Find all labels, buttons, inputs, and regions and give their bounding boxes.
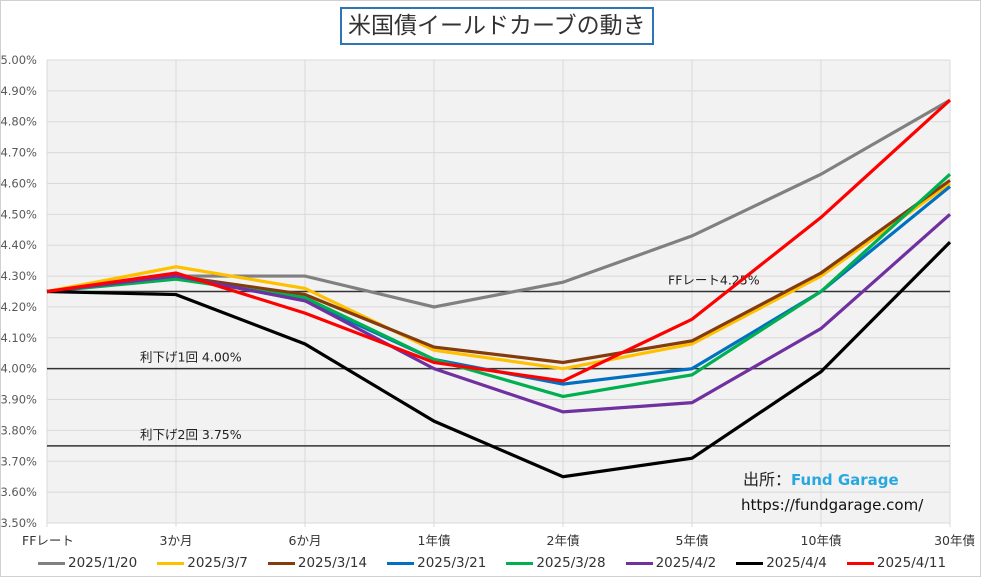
x-axis-ticks: FFレート 3か月 6か月 1年債 2年債 5年債 10年債 30年債: [22, 533, 975, 548]
legend-label: 2025/1/20: [68, 555, 138, 571]
series-lines: [46, 98, 952, 479]
source-prefix: 出所：: [743, 470, 792, 489]
x-tick-label: FFレート: [22, 533, 74, 548]
legend-label: 2025/4/2: [655, 555, 717, 571]
legend-item: 2025/3/7: [157, 555, 248, 571]
chart-legend: 2025/1/20 2025/3/7 2025/3/14 2025/3/21 2025/…: [38, 553, 966, 573]
x-tick-label: 10年債: [801, 533, 842, 548]
legend-swatch: [846, 561, 874, 565]
legend-item: 2025/3/21: [387, 555, 486, 571]
legend-item: 2025/3/28: [506, 555, 606, 571]
legend-swatch: [625, 561, 653, 565]
y-tick-label: 4.00%: [0, 362, 37, 376]
source-url: https://fundgarage.com/: [741, 496, 924, 514]
legend-item: 2025/4/2: [625, 555, 717, 571]
y-tick-label: 4.70%: [0, 146, 37, 160]
y-tick-label: 3.80%: [0, 423, 37, 437]
source-annotation: 出所：Fund Garage: [743, 466, 899, 490]
source-brand: Fund Garage: [791, 471, 899, 489]
y-tick-label: 3.70%: [0, 454, 37, 468]
legend-label: 2025/3/14: [297, 555, 368, 571]
legend-label: 2025/3/21: [417, 555, 487, 571]
legend-swatch: [736, 561, 764, 565]
legend-swatch: [267, 561, 295, 565]
x-tick-label: 1年債: [418, 533, 451, 548]
legend-label: 2025/3/28: [536, 555, 606, 571]
y-tick-label: 4.10%: [0, 331, 37, 345]
series-line-2025-3-28: [46, 173, 952, 399]
legend-swatch: [506, 561, 534, 565]
series-line-2025-4-11: [46, 98, 952, 383]
y-tick-label: 3.60%: [0, 485, 37, 499]
y-tick-label: 4.30%: [0, 269, 37, 283]
legend-label: 2025/3/7: [187, 555, 248, 571]
reference-line-label: 利下げ1回 4.00%: [140, 350, 242, 365]
y-tick-label: 4.80%: [0, 115, 37, 129]
x-tick-label: 6か月: [289, 533, 322, 548]
y-tick-label: 4.60%: [0, 176, 37, 190]
x-tick-label: 3か月: [160, 533, 193, 548]
legend-label: 2025/4/4: [766, 555, 827, 571]
series-line-2025-3-7: [46, 182, 951, 371]
legend-item: 2025/4/11: [846, 555, 947, 571]
y-tick-label: 4.40%: [0, 238, 37, 252]
y-axis-ticks: 5.00% 4.90% 4.80% 4.70% 4.60% 4.50% 4.40% 4.30%…: [0, 53, 37, 530]
series-line-2025-4-4: [46, 240, 952, 479]
x-tick-label: 5年債: [676, 533, 709, 548]
reference-line-label: 利下げ2回 3.75%: [140, 427, 242, 442]
series-line-2025-1-20: [46, 98, 951, 309]
legend-item: 2025/1/20: [38, 555, 137, 571]
legend-item: 2025/3/14: [267, 555, 368, 571]
y-tick-label: 4.50%: [0, 207, 37, 221]
legend-swatch: [387, 561, 415, 565]
y-tick-label: 3.90%: [0, 393, 37, 407]
y-tick-label: 4.90%: [0, 84, 37, 98]
y-tick-label: 4.20%: [0, 300, 37, 314]
y-tick-label: 5.00%: [0, 53, 37, 67]
chart-title: 米国債イールドカーブの動き: [340, 7, 654, 45]
y-tick-label: 3.50%: [0, 516, 37, 530]
x-tick-label: 30年債: [934, 533, 975, 548]
legend-item: 2025/4/4: [736, 555, 827, 571]
legend-swatch: [38, 561, 65, 565]
legend-label: 2025/4/11: [876, 555, 947, 571]
x-tick-label: 2年債: [547, 533, 580, 548]
legend-swatch: [157, 561, 185, 565]
